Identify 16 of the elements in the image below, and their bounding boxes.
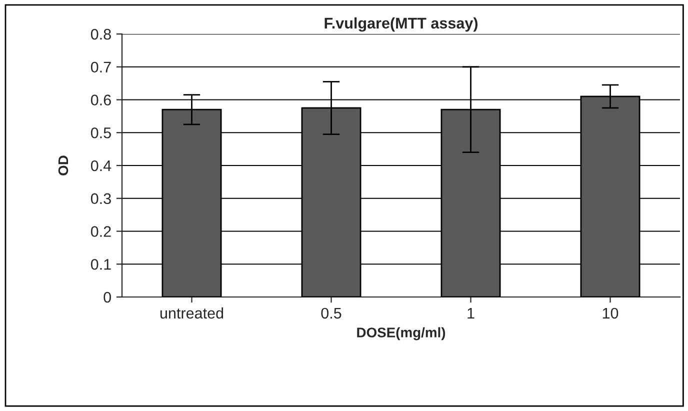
- y-tick-label: 0.5: [90, 127, 111, 138]
- y-tick-label: 0.1: [90, 258, 111, 270]
- x-axis-title: DOSE(mg/ml): [357, 327, 446, 340]
- y-axis-title: OD: [58, 156, 68, 176]
- x-tick-label: untreated: [160, 307, 224, 319]
- y-tick-label: 0.6: [90, 94, 111, 106]
- y-tick-label: 0: [104, 292, 111, 303]
- chart-title: F.vulgare(MTT assay): [324, 17, 478, 32]
- y-tick-label: 0.8: [90, 28, 111, 40]
- x-tick-label: 1: [468, 308, 474, 318]
- x-tick-label: 0.5: [321, 308, 342, 319]
- y-tick-label: 0.3: [90, 193, 111, 204]
- x-tick-label: 10: [602, 308, 618, 319]
- y-tick-label: 0.4: [90, 160, 112, 172]
- y-tick-label: 0.7: [90, 62, 111, 73]
- y-tick-label: 0.2: [90, 226, 111, 237]
